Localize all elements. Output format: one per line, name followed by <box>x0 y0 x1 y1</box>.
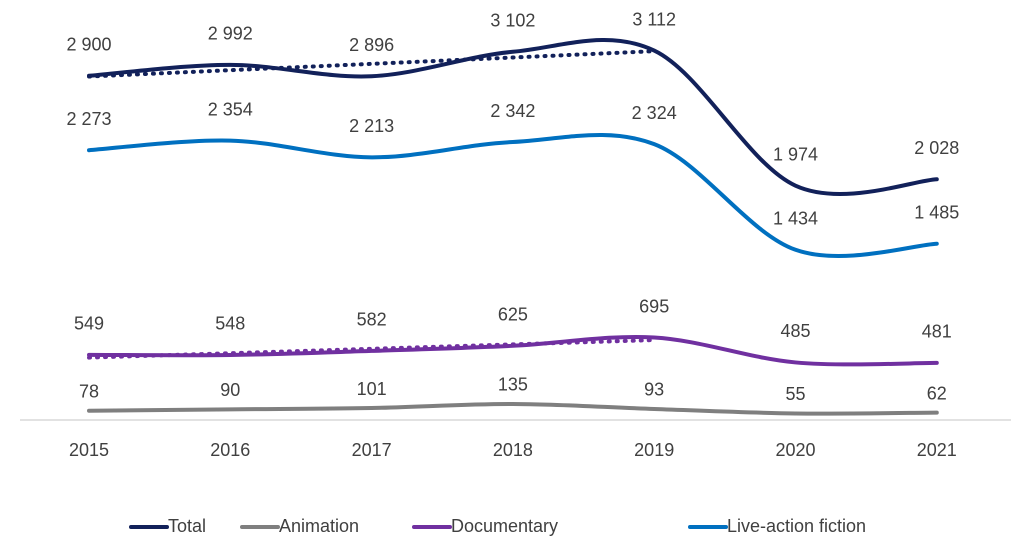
data-label: 625 <box>498 305 528 325</box>
legend-label: Documentary <box>451 516 558 536</box>
legend-label: Total <box>168 516 206 536</box>
data-label: 93 <box>644 380 664 400</box>
series-line <box>87 38 939 196</box>
data-label: 78 <box>79 381 99 401</box>
data-label: 485 <box>780 321 810 341</box>
data-label: 2 342 <box>490 101 535 121</box>
legend-label: Animation <box>279 516 359 536</box>
data-label: 2 896 <box>349 35 394 55</box>
data-label: 62 <box>927 383 947 403</box>
data-label: 1 974 <box>773 144 818 164</box>
data-label: 582 <box>357 310 387 330</box>
x-tick-label: 2019 <box>634 440 674 460</box>
series-line <box>87 335 939 367</box>
data-label: 3 102 <box>490 11 535 31</box>
series-line <box>87 401 939 416</box>
x-tick-label: 2017 <box>352 440 392 460</box>
data-label: 3 112 <box>632 9 676 29</box>
data-label: 1 434 <box>773 209 818 229</box>
x-tick-label: 2016 <box>210 440 250 460</box>
trendline <box>87 49 657 79</box>
data-label: 90 <box>220 380 240 400</box>
data-label: 1 485 <box>914 202 959 222</box>
x-tick-label: 2021 <box>917 440 957 460</box>
data-label: 549 <box>74 314 104 334</box>
data-label: 135 <box>498 375 528 395</box>
data-label: 548 <box>215 314 245 334</box>
series-line <box>87 132 939 258</box>
data-label: 2 900 <box>66 35 111 55</box>
x-tick-label: 2015 <box>69 440 109 460</box>
data-label: 695 <box>639 296 669 316</box>
data-label: 2 324 <box>632 103 677 123</box>
data-label: 101 <box>357 379 387 399</box>
data-label: 2 992 <box>208 24 253 44</box>
data-label: 2 273 <box>66 109 111 129</box>
data-label: 2 354 <box>208 99 253 119</box>
data-label: 481 <box>922 322 952 342</box>
legend-label: Live-action fiction <box>727 516 866 536</box>
data-label: 2 213 <box>349 116 394 136</box>
x-tick-label: 2018 <box>493 440 533 460</box>
x-tick-label: 2020 <box>775 440 815 460</box>
data-label: 55 <box>785 384 805 404</box>
data-label: 2 028 <box>914 138 959 158</box>
